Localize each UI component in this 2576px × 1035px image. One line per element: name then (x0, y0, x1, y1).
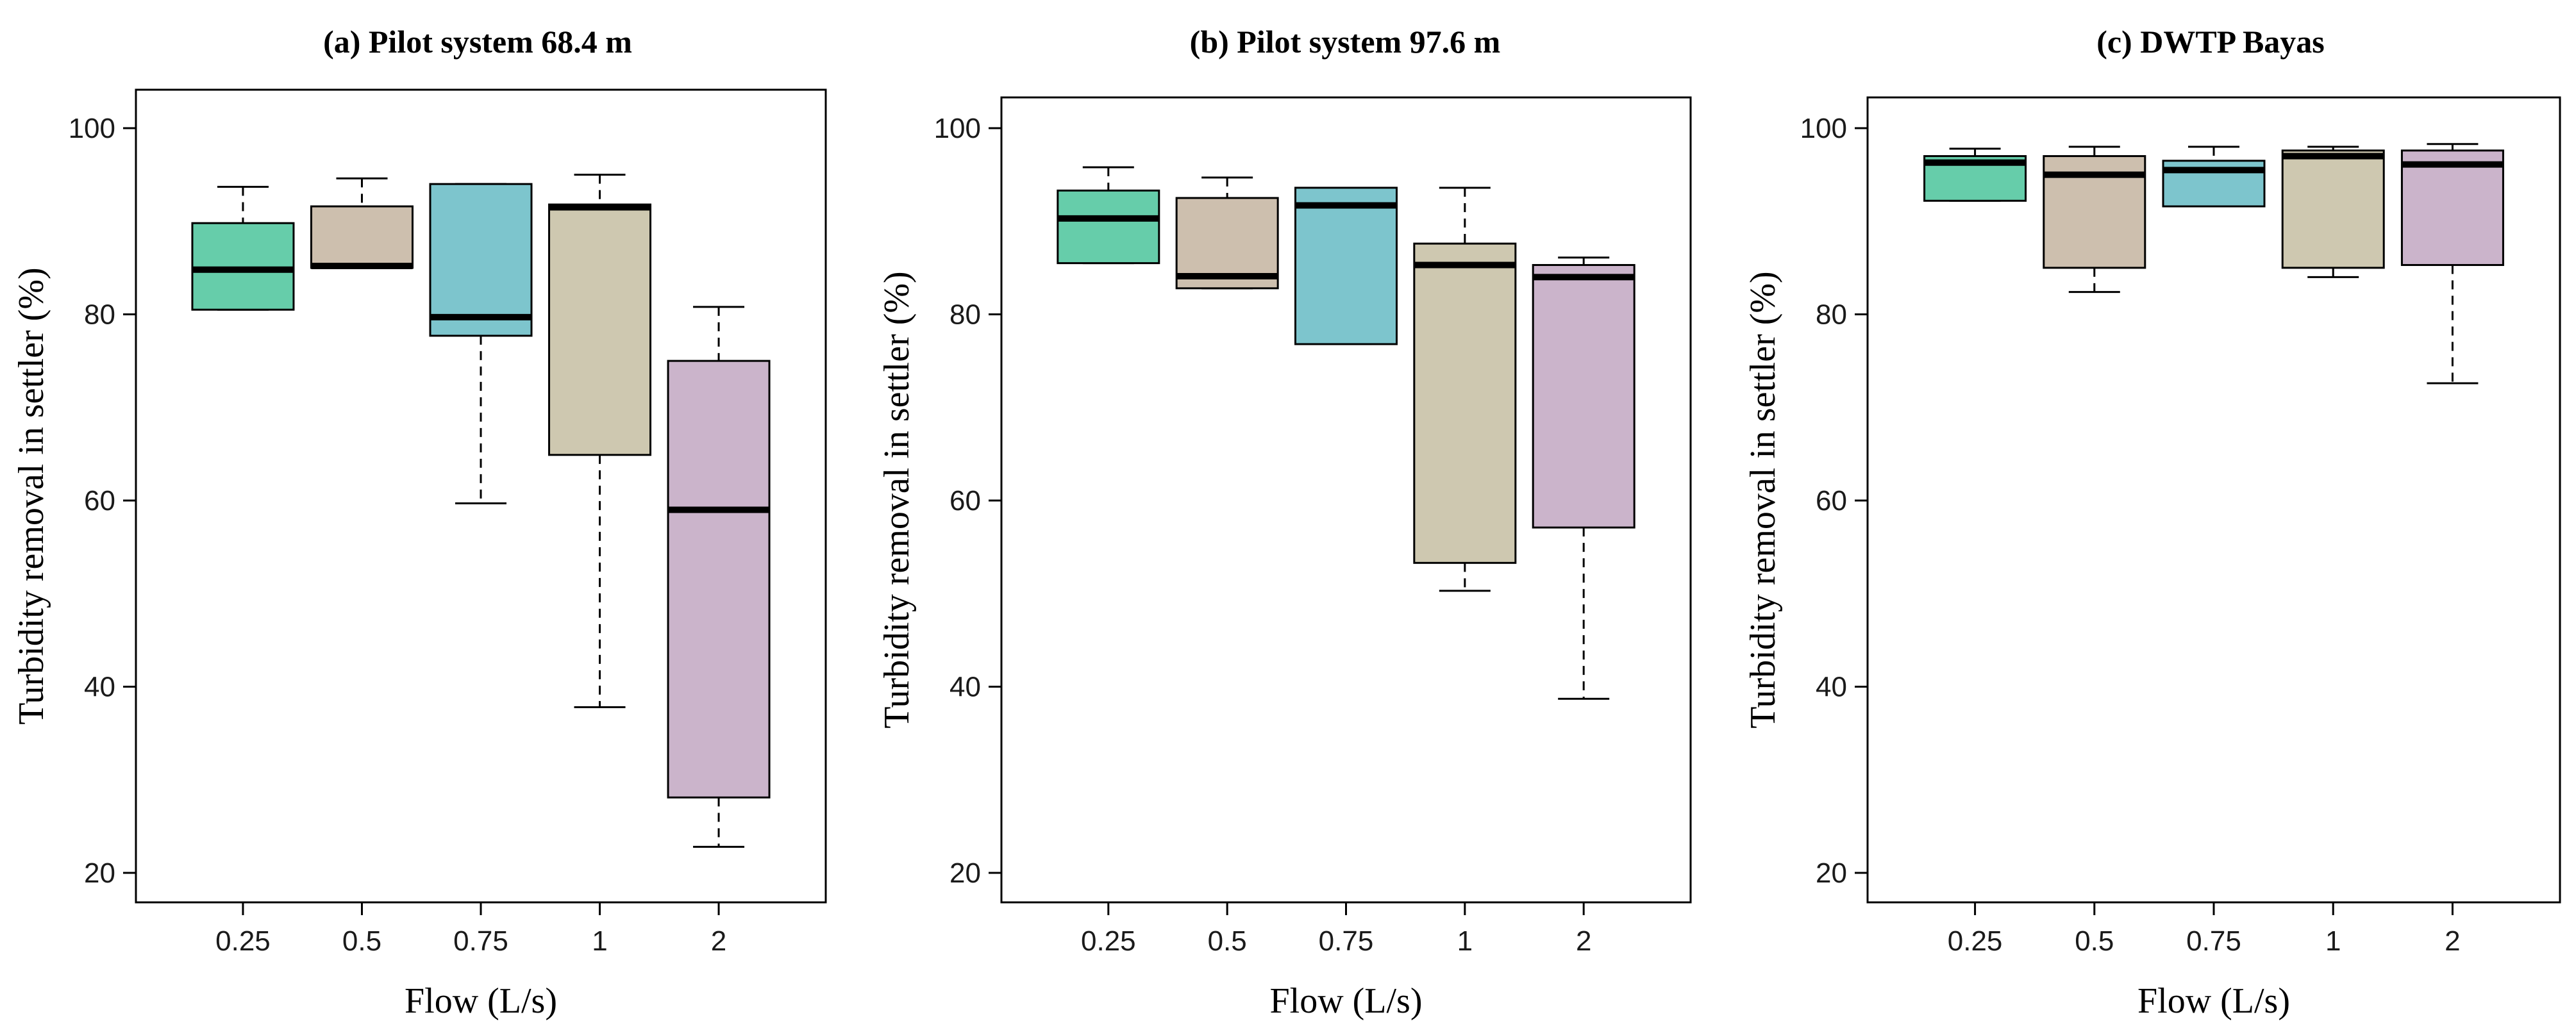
iqr-box (429, 183, 533, 337)
x-tick-label: 1 (592, 925, 607, 957)
y-tick-label: 80 (1816, 299, 1847, 331)
iqr-box (667, 360, 771, 799)
iqr-box (2281, 149, 2385, 269)
iqr-box (2400, 149, 2504, 267)
box-0.5 (1175, 176, 1279, 290)
y-tick-label: 80 (949, 299, 981, 331)
x-axis-label: Flow (L/s) (1270, 981, 1423, 1021)
iqr-box (548, 203, 652, 456)
box-2 (2400, 143, 2504, 385)
y-tick-label: 100 (69, 113, 115, 144)
box-0.75 (1294, 186, 1398, 345)
y-tick-label: 40 (84, 672, 115, 703)
x-tick-label: 0.5 (342, 925, 381, 957)
box-0.5 (310, 177, 414, 269)
iqr-box (1413, 242, 1517, 564)
box-1 (1413, 186, 1517, 592)
box-2 (1532, 256, 1635, 700)
y-tick-label: 60 (949, 485, 981, 517)
x-tick-label: 0.25 (215, 925, 271, 957)
y-axis-label: Turbidity removal in settler (%) (877, 271, 917, 728)
x-tick-label: 2 (1576, 925, 1591, 957)
y-tick-label: 40 (949, 672, 981, 703)
x-tick-label: 0.75 (1319, 925, 1374, 957)
x-axis-label: Flow (L/s) (2137, 981, 2290, 1021)
x-tick-label: 0.75 (453, 925, 508, 957)
panel-3: (c) DWTP Bayas 20 40 60 80 100 Turbidity remov… (1743, 24, 2561, 1021)
panel-title: (a) Pilot system 68.4 m (323, 24, 632, 60)
y-tick-label: 20 (84, 857, 115, 889)
iqr-box (310, 205, 414, 269)
x-tick-label: 0.5 (1208, 925, 1247, 957)
x-tick-label: 1 (1457, 925, 1473, 957)
box-0.5 (2043, 145, 2146, 294)
x-tick-label: 0.25 (1081, 925, 1136, 957)
y-tick-label: 20 (1816, 857, 1847, 889)
box-2 (667, 306, 771, 848)
x-tick-label: 2 (711, 925, 726, 957)
x-tick-label: 1 (2325, 925, 2341, 957)
iqr-box (191, 222, 295, 311)
panel-2: (b) Pilot system 97.6 m 20 40 60 80 100 Turbid… (877, 24, 1692, 1021)
y-tick-label: 80 (84, 299, 115, 331)
x-tick-label: 2 (2445, 925, 2460, 957)
box-0.75 (2162, 145, 2266, 208)
y-axis-label: Turbidity removal in settler (%) (12, 267, 51, 724)
box-1 (548, 174, 652, 708)
y-tick-label: 20 (949, 857, 981, 889)
x-tick-label: 0.75 (2186, 925, 2241, 957)
iqr-box (1057, 189, 1160, 265)
y-tick-label: 40 (1816, 672, 1847, 703)
box-0.25 (1923, 147, 2027, 202)
box-0.25 (191, 186, 295, 311)
iqr-box (1532, 264, 1635, 529)
iqr-box (1294, 186, 1398, 345)
box-0.25 (1057, 166, 1160, 265)
x-axis-label: Flow (L/s) (405, 981, 557, 1021)
box-1 (2281, 145, 2385, 278)
panel-title: (c) DWTP Bayas (2096, 24, 2325, 60)
box-0.75 (429, 183, 533, 504)
y-tick-label: 100 (934, 113, 981, 144)
y-tick-label: 60 (1816, 485, 1847, 517)
x-tick-label: 0.25 (1948, 925, 2003, 957)
y-tick-label: 60 (84, 485, 115, 517)
y-tick-label: 100 (1800, 113, 1847, 144)
x-tick-label: 0.5 (2075, 925, 2114, 957)
y-axis-label: Turbidity removal in settler (%) (1743, 271, 1783, 728)
panel-1: (a) Pilot system 68.4 m 20 40 60 80 100 Turbid… (12, 24, 827, 1021)
panel-title: (b) Pilot system 97.6 m (1190, 24, 1501, 60)
